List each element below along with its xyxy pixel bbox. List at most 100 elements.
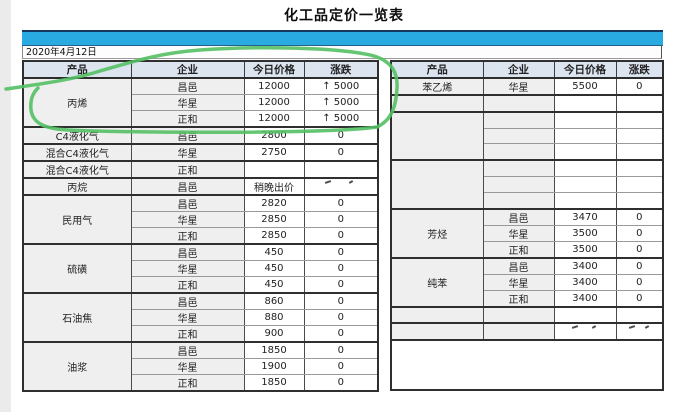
product-cell (390, 322, 484, 341)
table-row: 纯苯 昌邑 3400 0 (390, 256, 664, 308)
change-cell: 0 (303, 325, 379, 343)
enterprise-cell: 正和 (130, 276, 245, 294)
product-cell: 丙烷 (22, 177, 132, 196)
price-cell: 2750 (243, 143, 305, 162)
table-row (390, 322, 664, 341)
table-row (391, 175, 664, 193)
left-price-table: 产品 企业 今日价格 涨跌 丙烯 昌邑 12000 ↑ 5000 华星 12000 ↑ 5000 正… (22, 60, 379, 392)
change-cell (615, 127, 664, 145)
enterprise-cell: 正和 (130, 160, 245, 179)
column-header: 产品 (22, 60, 132, 79)
change-cell: 0 (303, 341, 379, 359)
change-cell (303, 177, 379, 196)
table-row (390, 339, 664, 391)
enterprise-cell: 华星 (130, 260, 245, 277)
price-cell: 12000 (243, 94, 305, 111)
price-cell: 2800 (243, 126, 305, 145)
table-row: 正和 3500 0 (391, 240, 664, 259)
enterprise-cell (482, 191, 555, 210)
table-row: 正和 3400 0 (391, 289, 664, 308)
price-cell: 860 (243, 292, 305, 310)
product-cell: 混合C4液化气 (22, 143, 132, 162)
enterprise-cell: 昌邑 (130, 77, 245, 95)
header-row: 产品 企业 今日价格 涨跌 (22, 60, 379, 79)
product-cell (390, 94, 484, 113)
change-cell: 0 (615, 289, 664, 308)
product-cell (390, 305, 484, 324)
table-row (391, 191, 664, 210)
product-cell: 民用气 (22, 194, 132, 245)
enterprise-cell (482, 110, 555, 129)
table-row (390, 94, 664, 113)
enterprise-cell: 昌邑 (130, 194, 245, 212)
change-cell: 0 (303, 358, 379, 375)
change-cell: 0 (303, 309, 379, 326)
product-cell: 硫磺 (22, 243, 132, 294)
table-row: 硫磺 昌邑 450 0 (22, 243, 379, 294)
table-row: 华星 450 0 (23, 260, 379, 277)
enterprise-cell: 昌邑 (130, 126, 245, 145)
price-cell: 450 (243, 243, 305, 261)
price-cell (553, 175, 617, 193)
price-cell: 880 (243, 309, 305, 326)
column-header: 今日价格 (553, 60, 617, 79)
header-row: 产品 企业 今日价格 涨跌 (390, 60, 664, 79)
price-cell: 450 (243, 276, 305, 294)
price-cell: 12000 (243, 77, 305, 95)
table-row: 华星 2850 0 (23, 211, 379, 228)
table-row (391, 143, 664, 161)
table-row: 石油焦 昌邑 860 0 (22, 292, 379, 343)
product-cell (390, 110, 484, 161)
enterprise-cell (482, 305, 555, 324)
change-cell: 0 (303, 276, 379, 294)
cell-mark (629, 325, 636, 330)
product-cell: 石油焦 (22, 292, 132, 343)
price-cell: 900 (243, 325, 305, 343)
table-row: 芳烃 昌邑 3470 0 (390, 207, 664, 259)
page-title: 化工品定价一览表 (284, 8, 404, 24)
price-cell: 3400 (553, 289, 617, 308)
table-row (390, 110, 664, 161)
enterprise-cell: 华星 (482, 273, 555, 291)
table-row: 丙烷 昌邑 稍晚出价 (22, 177, 379, 196)
change-cell: 0 (303, 194, 379, 212)
price-cell: 2850 (243, 211, 305, 228)
price-cell: 3470 (553, 207, 617, 226)
enterprise-cell (482, 322, 555, 341)
change-cell: 0 (303, 260, 379, 277)
price-cell (553, 159, 617, 177)
change-cell: 0 (303, 143, 379, 162)
product-cell: 油浆 (22, 341, 132, 392)
table-row: 华星 1900 0 (23, 358, 379, 375)
enterprise-cell: 华星 (482, 224, 555, 242)
cell-mark (349, 180, 354, 184)
table-row: 混合C4液化气 正和 (22, 160, 379, 179)
table-row: 丙烯 昌邑 12000 ↑ 5000 (22, 77, 379, 128)
change-cell (615, 191, 664, 210)
enterprise-cell (482, 143, 555, 161)
enterprise-cell: 正和 (130, 374, 245, 392)
table-row: 正和 900 0 (23, 325, 379, 343)
enterprise-cell: 正和 (130, 110, 245, 128)
price-cell: 1850 (243, 341, 305, 359)
cell-mark (644, 325, 649, 330)
change-cell: 0 (303, 243, 379, 261)
price-cell (243, 160, 305, 179)
cell-mark (324, 180, 331, 184)
enterprise-cell: 华星 (130, 94, 245, 111)
price-cell: 3500 (553, 240, 617, 259)
price-cell: 2820 (243, 194, 305, 212)
price-cell: 1900 (243, 358, 305, 375)
table-row (390, 305, 664, 324)
change-cell (615, 305, 664, 324)
left-edge-strip (0, 0, 11, 412)
change-cell (303, 160, 379, 179)
change-cell: 0 (303, 227, 379, 245)
table-row (390, 159, 664, 210)
enterprise-cell (482, 127, 555, 145)
column-header: 涨跌 (303, 60, 379, 79)
table-row: 民用气 昌邑 2820 0 (22, 194, 379, 245)
change-cell: 0 (303, 211, 379, 228)
change-cell (615, 322, 664, 341)
